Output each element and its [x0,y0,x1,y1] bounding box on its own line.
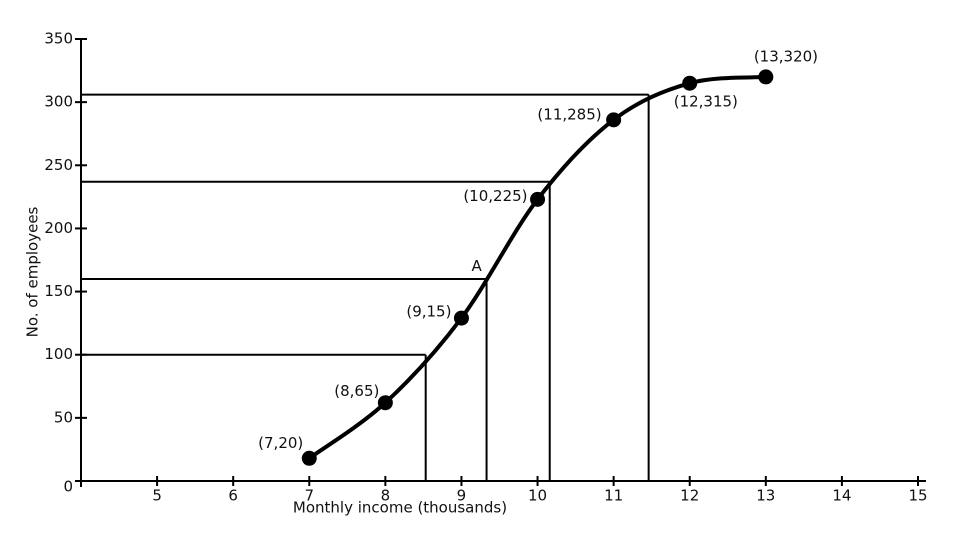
y-tick-label: 300 [44,93,73,111]
x-tick-label: 14 [832,487,851,505]
y-tick-label: 150 [44,282,73,300]
point-label: (7,20) [258,434,303,452]
data-point [682,75,698,91]
data-point [301,450,317,466]
y-tick-label: 100 [44,345,73,363]
point-label: (9,15) [406,303,451,321]
ogive-curve [308,74,766,460]
y-tick-label: 200 [44,219,73,237]
x-axis-label: Monthly income (thousands) [293,499,507,517]
x-tick-label: 5 [152,487,162,505]
point-label: (13,320) [754,47,818,65]
y-tick-label: 350 [44,30,73,48]
data-point [758,69,774,85]
point-label: (12,315) [674,93,738,111]
data-point [530,191,546,207]
point-label: (11,285) [537,105,601,123]
y-tick-label: 250 [44,156,73,174]
y-tick-label: 0 [63,478,73,496]
data-point [606,112,622,128]
x-tick-label: 7 [304,487,314,505]
x-tick-label: 9 [457,487,467,505]
point-label: (10,225) [463,187,527,205]
x-tick-label: 15 [908,487,927,505]
y-tick-label: 50 [54,408,73,426]
point-label: (8,65) [334,382,379,400]
x-tick-label: 10 [528,487,547,505]
x-tick-label: 11 [604,487,623,505]
x-tick-label: 8 [381,487,391,505]
data-point [377,395,393,411]
data-point [453,310,469,326]
x-tick-label: 6 [228,487,238,505]
annotation: A [472,257,483,275]
x-tick-label: 12 [680,487,699,505]
y-axis-label: No. of employees [24,206,42,337]
x-tick-label: 13 [756,487,775,505]
